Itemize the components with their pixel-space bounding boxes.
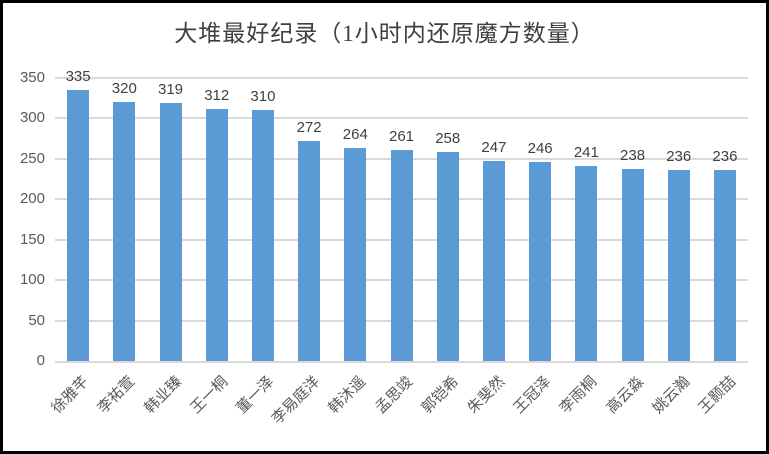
y-axis-tick-label: 350 — [19, 69, 45, 86]
bar-column: 320 李祐萱 — [95, 78, 147, 417]
bar-column: 236 王颢喆 — [695, 78, 748, 417]
y-axis-tick-label: 250 — [19, 149, 45, 167]
bar-column: 319 韩业臻 — [141, 78, 193, 417]
x-axis-category-label: 郭铠希 — [418, 373, 462, 417]
bar-column: 310 董一泽 — [233, 78, 286, 417]
x-axis-category-label: 徐雅芊 — [48, 373, 93, 417]
bar — [390, 149, 413, 361]
plot-area: 335 徐雅芊 320 李祐萱 319 韩业臻 312 王一桐 310 董一泽 272 李易庭洋 264… — [48, 69, 748, 428]
bar-column: 258 郭铠希 — [418, 78, 471, 417]
bar-value-label: 264 — [342, 125, 368, 143]
gridline — [55, 77, 748, 79]
bar — [482, 161, 505, 361]
y-axis-tick-label: 100 — [19, 271, 45, 289]
bar — [667, 170, 690, 361]
bar-value-label: 246 — [527, 140, 553, 158]
bar-value-label: 247 — [481, 139, 507, 157]
bar — [575, 166, 598, 361]
bar — [344, 147, 367, 361]
bar — [205, 108, 228, 361]
bar-value-label: 236 — [666, 148, 692, 166]
bar-column: 261 孟思竣 — [372, 78, 424, 417]
bar — [67, 90, 90, 361]
bar — [298, 141, 321, 361]
x-axis-category-label: 李雨桐 — [556, 373, 601, 417]
x-axis-category-label: 王冠泽 — [510, 373, 555, 417]
bar-column: 246 王冠泽 — [510, 78, 563, 417]
x-axis-category-label: 姚云瀚 — [649, 373, 693, 417]
x-axis-category-label: 孟思竣 — [371, 373, 416, 417]
bar-value-label: 310 — [250, 88, 276, 106]
y-axis-tick-label: 0 — [36, 352, 45, 369]
bar-column: 238 高云淼 — [603, 78, 655, 417]
bar-value-label: 261 — [389, 127, 415, 145]
bar-column: 264 韩沐遥 — [326, 78, 378, 417]
bar — [713, 170, 736, 361]
bars-layer: 335 徐雅芊 320 李祐萱 319 韩业臻 312 王一桐 310 董一泽 272 李易庭洋 264… — [48, 69, 748, 428]
bar — [529, 162, 552, 361]
gridline — [55, 117, 748, 120]
x-axis-category-label: 李祐萱 — [94, 373, 139, 417]
bar-column: 241 李雨桐 — [557, 78, 609, 417]
bar-column: 247 朱斐然 — [464, 78, 517, 417]
bar-column: 312 王一桐 — [187, 78, 240, 417]
bar — [436, 152, 459, 361]
bar — [159, 103, 182, 361]
y-axis-tick-label: 150 — [19, 230, 45, 248]
bar — [113, 102, 136, 361]
bar-value-label: 335 — [65, 68, 91, 86]
bar-column: 272 李易庭洋 — [269, 78, 332, 428]
x-axis-category-label: 王一桐 — [187, 373, 231, 417]
y-axis-tick-label: 200 — [19, 190, 45, 208]
x-axis-category-label: 韩沐遥 — [325, 373, 370, 417]
x-axis-category-label: 韩业臻 — [140, 373, 185, 417]
y-axis: 0 50 100 150 200 250 300 350 — [3, 69, 49, 369]
bar-value-label: 320 — [111, 80, 137, 98]
bar — [621, 168, 644, 361]
bar-value-label: 241 — [573, 144, 599, 162]
x-axis-category-label: 王颢喆 — [695, 373, 740, 417]
y-axis-tick-label: 300 — [19, 109, 45, 127]
bar-column: 236 姚云瀚 — [649, 78, 702, 417]
bar-value-label: 238 — [620, 146, 646, 164]
bar — [251, 110, 274, 361]
bar-column: 335 徐雅芊 — [48, 69, 101, 417]
bar-value-label: 312 — [204, 86, 230, 104]
bar-value-label: 236 — [712, 148, 738, 166]
x-axis-category-label: 高云淼 — [602, 373, 647, 417]
bar-value-label: 272 — [296, 119, 322, 137]
x-axis-category-label: 李易庭洋 — [268, 373, 324, 428]
chart-title: 大堆最好纪录（1小时内还原魔方数量） — [174, 21, 595, 46]
y-axis-tick-label: 50 — [28, 311, 45, 329]
bar-value-label: 319 — [157, 81, 184, 99]
x-axis-category-label: 朱斐然 — [464, 373, 509, 417]
bar-value-label: 258 — [435, 130, 461, 148]
